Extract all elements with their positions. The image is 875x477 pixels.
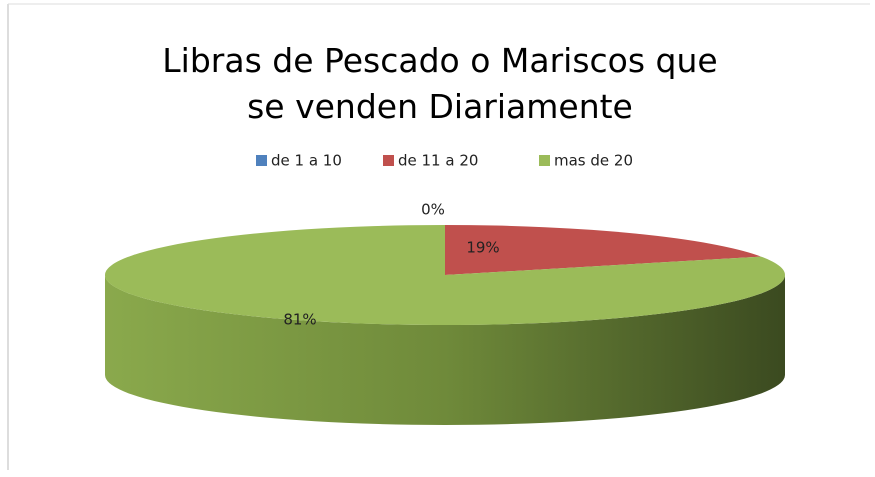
legend-label: mas de 20 — [554, 152, 633, 170]
slice-side — [105, 275, 785, 425]
slice — [104, 225, 786, 325]
legend-label: de 1 a 10 — [271, 152, 342, 170]
legend-label: de 11 a 20 — [398, 152, 478, 170]
legend-swatch — [383, 155, 394, 166]
data-label: 0% — [421, 201, 445, 219]
legend-swatch — [539, 155, 550, 166]
data-label: 19% — [466, 239, 499, 257]
chart-title: Libras de Pescado o Mariscos que se vend… — [162, 41, 718, 126]
legend-swatch — [256, 155, 267, 166]
slice — [445, 225, 762, 275]
data-label: 81% — [283, 311, 316, 329]
